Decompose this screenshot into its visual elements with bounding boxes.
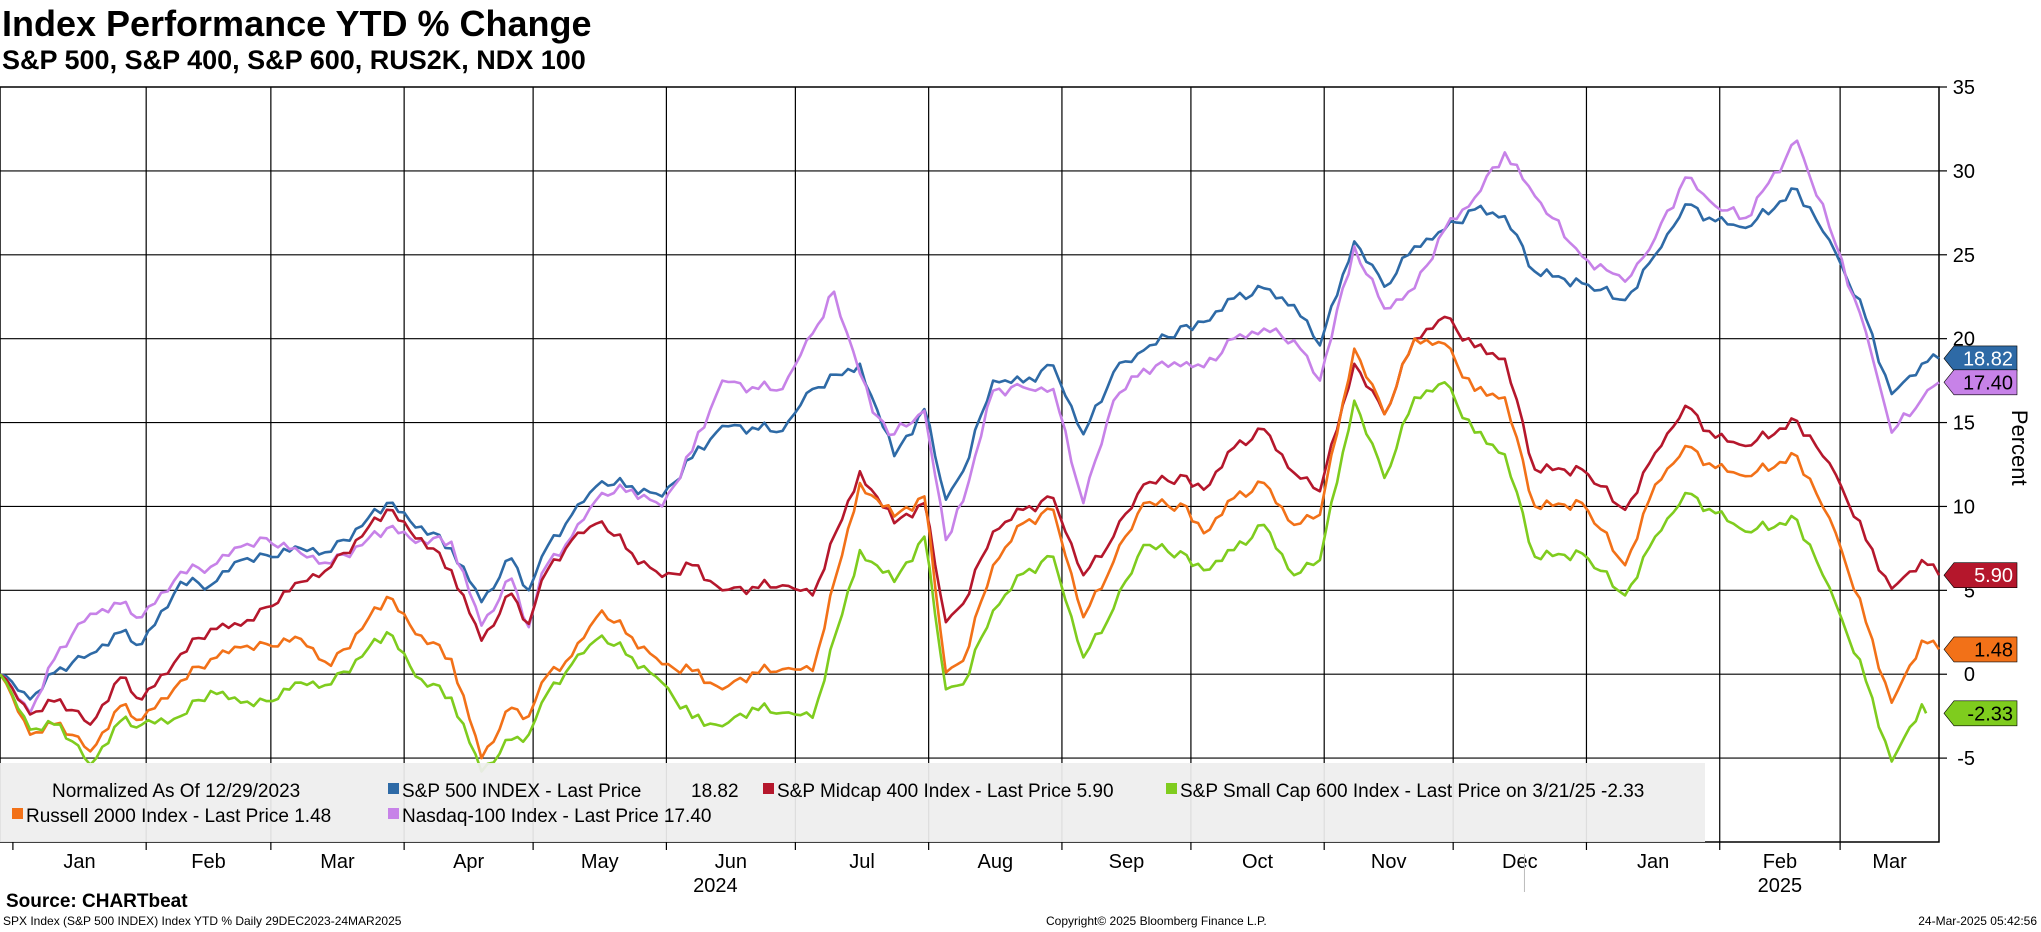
legend-swatch-rus <box>12 808 23 819</box>
legend-label-rus: Russell 2000 Index - Last Price 1.48 <box>26 806 331 827</box>
badge-label: -2.33 <box>1967 703 2013 725</box>
x-tick-label: Dec <box>1502 851 1538 873</box>
legend: Normalized As Of 12/29/2023 S&P 500 INDE… <box>0 763 1705 842</box>
x-axis: Jan Feb Mar Apr May Jun Jul Aug Sep Oct Nov Dec Jan F… <box>12 842 1907 897</box>
x-tick-label: Apr <box>453 851 484 873</box>
x-tick-label: Jan <box>63 851 95 873</box>
y-tick-label: 20 <box>1953 329 1975 351</box>
x-tick-label: Feb <box>1763 851 1797 873</box>
x-tick-label: Oct <box>1242 851 1274 873</box>
chart-subtitle: S&P 500, S&P 400, S&P 600, RUS2K, NDX 10… <box>2 45 586 75</box>
badge-shape <box>1943 369 2018 396</box>
x-tick-label: Mar <box>320 851 355 873</box>
badge-shape <box>1943 562 2018 589</box>
x-tick-label: Mar <box>1872 851 1907 873</box>
legend-label-ndx: Nasdaq-100 Index - Last Price 17.40 <box>402 806 711 827</box>
legend-swatch-mid <box>763 783 774 794</box>
series-line-spx <box>0 187 1940 701</box>
y-tick-label: 5 <box>1964 580 1975 602</box>
y-tick-label: -5 <box>1957 748 1975 770</box>
legend-value-spx: 18.82 <box>691 781 739 802</box>
badge-label: 18.82 <box>1963 348 2013 370</box>
x-tick-label: Jun <box>715 851 747 873</box>
legend-swatch-sml <box>1166 783 1177 794</box>
x-tick-label: Aug <box>977 851 1013 873</box>
year-label-2025: 2025 <box>1758 875 1803 897</box>
last-price-badge-mid: 5.90 <box>1943 562 2018 589</box>
series-line-mid <box>0 315 1941 726</box>
series-layer <box>0 139 1941 773</box>
badge-shape <box>1943 345 2018 372</box>
last-price-badge-spx: 18.82 <box>1943 345 2018 372</box>
x-tick-label: Jul <box>849 851 875 873</box>
footer-left-note: SPX Index (S&P 500 INDEX) Index YTD % Da… <box>3 914 402 928</box>
source-note: Source: CHARTbeat <box>6 891 188 912</box>
y-axis-label: Percent <box>2007 410 2032 486</box>
y-tick-label: 10 <box>1953 496 1975 518</box>
last-price-badge-ndx: 17.40 <box>1943 369 2018 396</box>
legend-background <box>0 763 1705 842</box>
badge-label: 17.40 <box>1963 372 2013 394</box>
y-axis: -5 0 5 10 15 20 25 30 35 <box>1939 77 1975 770</box>
series-line-rus <box>0 337 1941 760</box>
footer-timestamp: 24-Mar-2025 05:42:56 <box>1918 914 2037 928</box>
y-tick-label: 15 <box>1953 413 1975 435</box>
legend-note: Normalized As Of 12/29/2023 <box>52 781 300 802</box>
y-tick-label: 30 <box>1953 161 1975 183</box>
legend-swatch-ndx <box>388 808 399 819</box>
y-tick-label: 25 <box>1953 245 1975 267</box>
legend-swatch-spx <box>388 783 399 794</box>
y-tick-label: 35 <box>1953 77 1975 99</box>
chart-title: Index Performance YTD % Change <box>2 3 592 44</box>
legend-label-sml: S&P Small Cap 600 Index - Last Price on … <box>1180 781 1644 802</box>
badge-shape <box>1943 636 2018 663</box>
x-tick-label: Feb <box>191 851 225 873</box>
last-price-badge-rus: 1.48 <box>1943 636 2018 663</box>
x-tick-label: Jan <box>1637 851 1669 873</box>
x-tick-label: Nov <box>1371 851 1407 873</box>
badge-label: 1.48 <box>1974 639 2013 661</box>
last-price-badge-sml: -2.33 <box>1943 700 2018 727</box>
series-line-ndx <box>0 139 1940 715</box>
footer-copyright: Copyright© 2025 Bloomberg Finance L.P. <box>1046 914 1267 928</box>
badge-label: 5.90 <box>1974 565 2013 587</box>
series-line-sml <box>0 381 1928 773</box>
badge-shape <box>1943 700 2018 727</box>
x-tick-label: May <box>581 851 619 873</box>
y-tick-label: 0 <box>1964 664 1975 686</box>
year-label-2024: 2024 <box>693 875 738 897</box>
x-tick-label: Sep <box>1109 851 1145 873</box>
legend-label-mid: S&P Midcap 400 Index - Last Price 5.90 <box>777 781 1114 802</box>
legend-label-spx: S&P 500 INDEX - Last Price <box>402 781 641 802</box>
